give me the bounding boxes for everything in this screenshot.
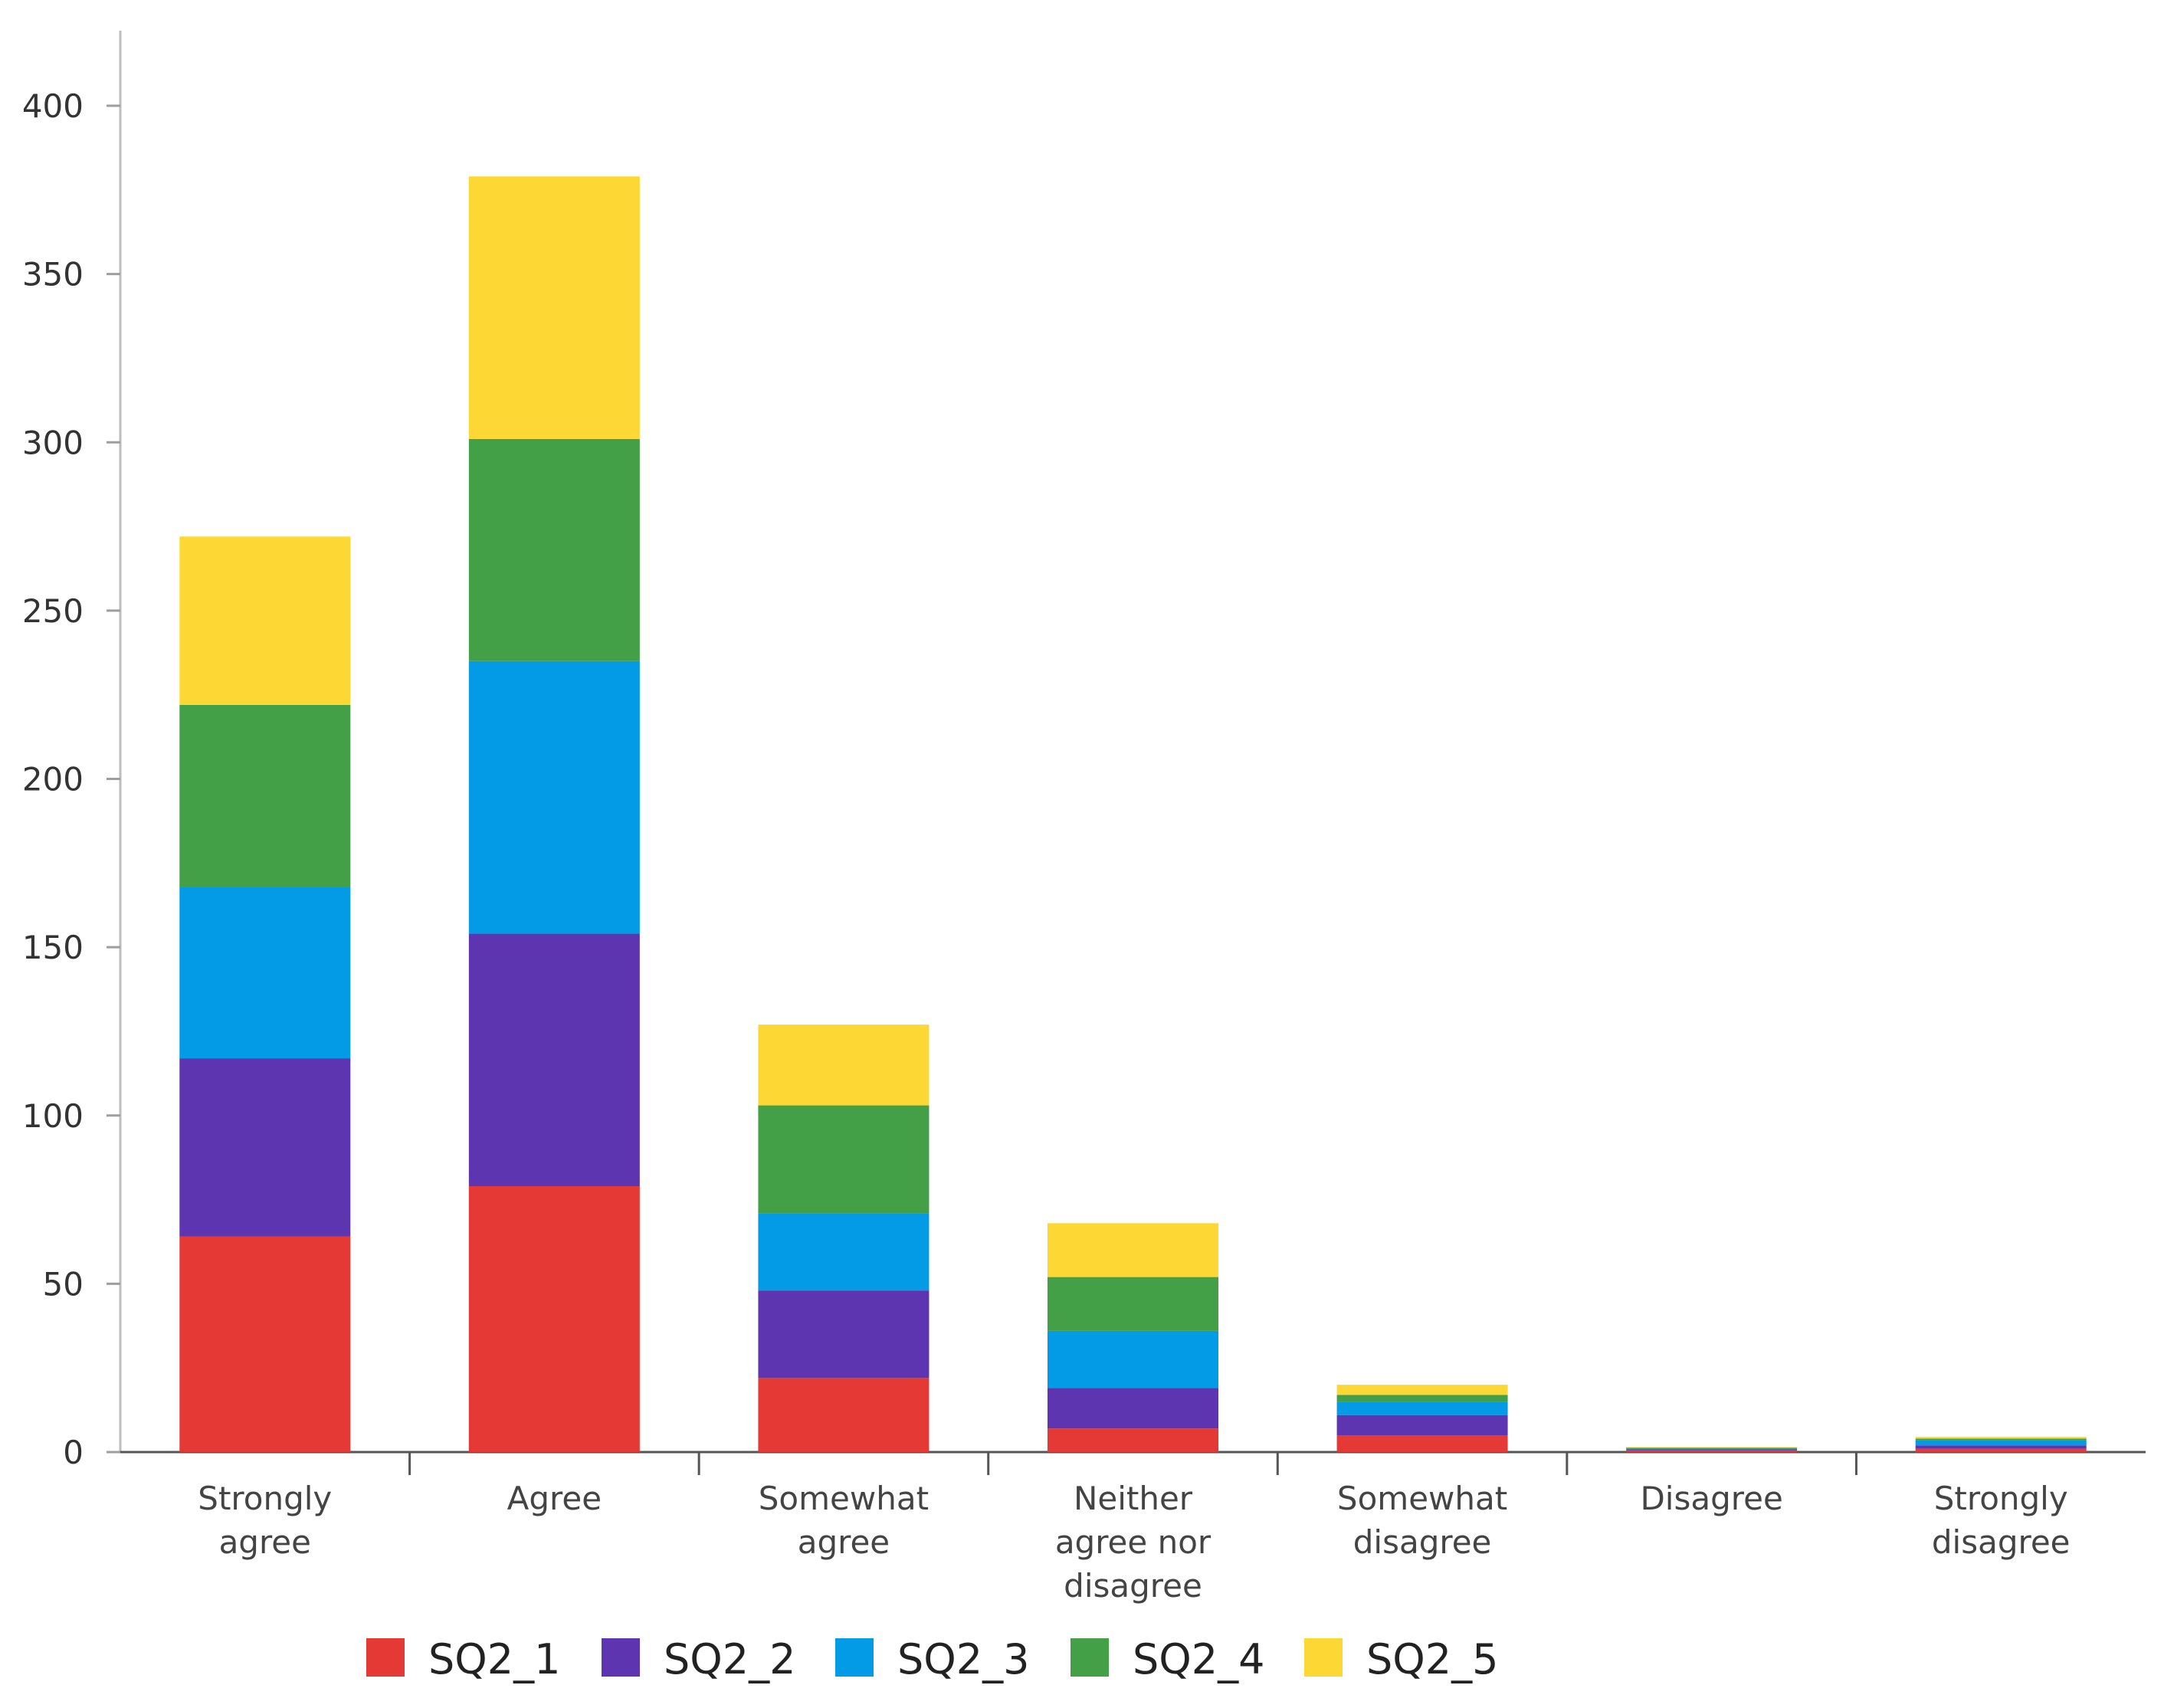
x-tick-label-line: Disagree bbox=[1640, 1480, 1782, 1517]
y-tick-label: 350 bbox=[22, 256, 84, 293]
bar-segment-sq2-4-somewhat-disagree bbox=[1336, 1395, 1508, 1402]
bar-segment-sq2-3-somewhat-disagree bbox=[1336, 1401, 1508, 1415]
x-tick-label-line: disagree bbox=[1932, 1523, 2071, 1561]
bar-segment-sq2-3-somewhat-agree bbox=[758, 1213, 930, 1291]
x-tick-label-line: Agree bbox=[507, 1480, 602, 1517]
bar-segment-sq2-1-disagree bbox=[1626, 1450, 1798, 1452]
x-tick-label-line: disagree bbox=[1353, 1523, 1492, 1561]
bar-segment-sq2-2-somewhat-agree bbox=[758, 1290, 930, 1379]
legend-swatch-sq2-4 bbox=[1071, 1638, 1109, 1677]
y-tick-label: 200 bbox=[22, 761, 84, 798]
bar-segment-sq2-1-strongly-agree bbox=[179, 1236, 351, 1452]
bar-segment-sq2-2-strongly-disagree bbox=[1915, 1445, 2087, 1449]
bar-segment-sq2-5-neither-agree-nor-disagree bbox=[1048, 1223, 1218, 1277]
bar-segment-sq2-1-somewhat-disagree bbox=[1336, 1435, 1508, 1452]
bar-segment-sq2-2-somewhat-disagree bbox=[1336, 1415, 1508, 1436]
bar-segment-sq2-3-disagree bbox=[1626, 1448, 1798, 1450]
legend-label-sq2-4: SQ2_4 bbox=[1133, 1635, 1265, 1683]
bar-segment-sq2-2-strongly-agree bbox=[179, 1058, 351, 1237]
bar-segment-sq2-5-strongly-agree bbox=[179, 536, 351, 705]
y-tick-label: 150 bbox=[22, 929, 84, 966]
x-tick-label-line: Somewhat bbox=[1337, 1480, 1507, 1517]
bar-segment-sq2-5-somewhat-agree bbox=[758, 1024, 930, 1106]
legend-label-sq2-2: SQ2_2 bbox=[664, 1635, 796, 1683]
x-tick-label-line: disagree bbox=[1064, 1567, 1202, 1605]
x-tick-label: Somewhat disagree bbox=[1337, 1480, 1507, 1561]
y-tick-label: 0 bbox=[63, 1434, 84, 1471]
x-tick-label: Strongly agree bbox=[198, 1480, 332, 1561]
bar-segment-sq2-3-agree bbox=[468, 661, 640, 934]
x-axis: Strongly agree Agree Somewhat agree Neither ag… bbox=[120, 1451, 2146, 1605]
bar-segment-sq2-1-strongly-disagree bbox=[1915, 1448, 2087, 1452]
bar-segment-sq2-5-agree bbox=[468, 176, 640, 439]
x-tick-label-line: agree bbox=[798, 1523, 890, 1561]
legend-label-sq2-3: SQ2_3 bbox=[897, 1635, 1030, 1683]
bar-segment-sq2-1-somewhat-agree bbox=[758, 1378, 930, 1452]
y-tick-label: 400 bbox=[22, 87, 84, 125]
bar-segment-sq2-4-neither-agree-nor-disagree bbox=[1048, 1277, 1218, 1331]
x-tick-label-line: Neither bbox=[1074, 1480, 1193, 1517]
legend: SQ2_1 SQ2_2 SQ2_3 SQ2_4 SQ2_5 bbox=[366, 1635, 1499, 1683]
bar-segment-sq2-2-neither-agree-nor-disagree bbox=[1048, 1388, 1218, 1429]
y-tick-label: 50 bbox=[43, 1265, 84, 1303]
bar-segment-sq2-3-strongly-agree bbox=[179, 887, 351, 1059]
y-tick-label: 100 bbox=[22, 1097, 84, 1135]
bar-segment-sq2-3-neither-agree-nor-disagree bbox=[1048, 1330, 1218, 1388]
legend-swatch-sq2-2 bbox=[602, 1638, 640, 1677]
legend-swatch-sq2-1 bbox=[366, 1638, 405, 1677]
y-tick-label: 300 bbox=[22, 424, 84, 461]
x-tick-label-line: Strongly bbox=[1934, 1480, 2068, 1517]
bar-segment-sq2-4-strongly-disagree bbox=[1915, 1438, 2087, 1441]
bar-segment-sq2-4-agree bbox=[468, 438, 640, 661]
legend-swatch-sq2-3 bbox=[835, 1638, 874, 1677]
y-axis: 0 50 100 150 200 250 300 350 400 bbox=[22, 31, 122, 1471]
x-tick-label-line: Strongly bbox=[198, 1480, 332, 1517]
bar-segment-sq2-4-somewhat-agree bbox=[758, 1105, 930, 1214]
legend-swatch-sq2-5 bbox=[1304, 1638, 1343, 1677]
bar-segment-sq2-3-strongly-disagree bbox=[1915, 1440, 2087, 1446]
x-tick-label: Neither agree nor disagree bbox=[1055, 1480, 1212, 1605]
x-tick-label: Strongly disagree bbox=[1932, 1480, 2071, 1561]
bar-segment-sq2-2-disagree bbox=[1626, 1449, 1798, 1451]
bar-segment-sq2-1-agree bbox=[468, 1185, 640, 1452]
x-tick-label-line: agree bbox=[219, 1523, 311, 1561]
bar-segment-sq2-2-agree bbox=[468, 933, 640, 1186]
x-tick-label-line: Somewhat bbox=[759, 1480, 929, 1517]
bar-segment-sq2-5-somewhat-disagree bbox=[1336, 1385, 1508, 1395]
bar-segment-sq2-1-neither-agree-nor-disagree bbox=[1048, 1428, 1218, 1452]
x-tick-label: Agree bbox=[507, 1480, 602, 1517]
y-tick-label: 250 bbox=[22, 592, 84, 630]
legend-label-sq2-5: SQ2_5 bbox=[1366, 1635, 1499, 1683]
legend-label-sq2-1: SQ2_1 bbox=[428, 1635, 561, 1683]
bar-segment-sq2-4-strongly-agree bbox=[179, 704, 351, 887]
bar-stacks bbox=[179, 176, 2087, 1452]
x-tick-label-line: agree nor bbox=[1055, 1523, 1212, 1561]
bar-segment-sq2-5-strongly-disagree bbox=[1915, 1437, 2087, 1439]
x-tick-label: Disagree bbox=[1640, 1480, 1782, 1517]
x-tick-label: Somewhat agree bbox=[759, 1480, 929, 1561]
bar-segment-sq2-4-disagree bbox=[1626, 1447, 1798, 1449]
